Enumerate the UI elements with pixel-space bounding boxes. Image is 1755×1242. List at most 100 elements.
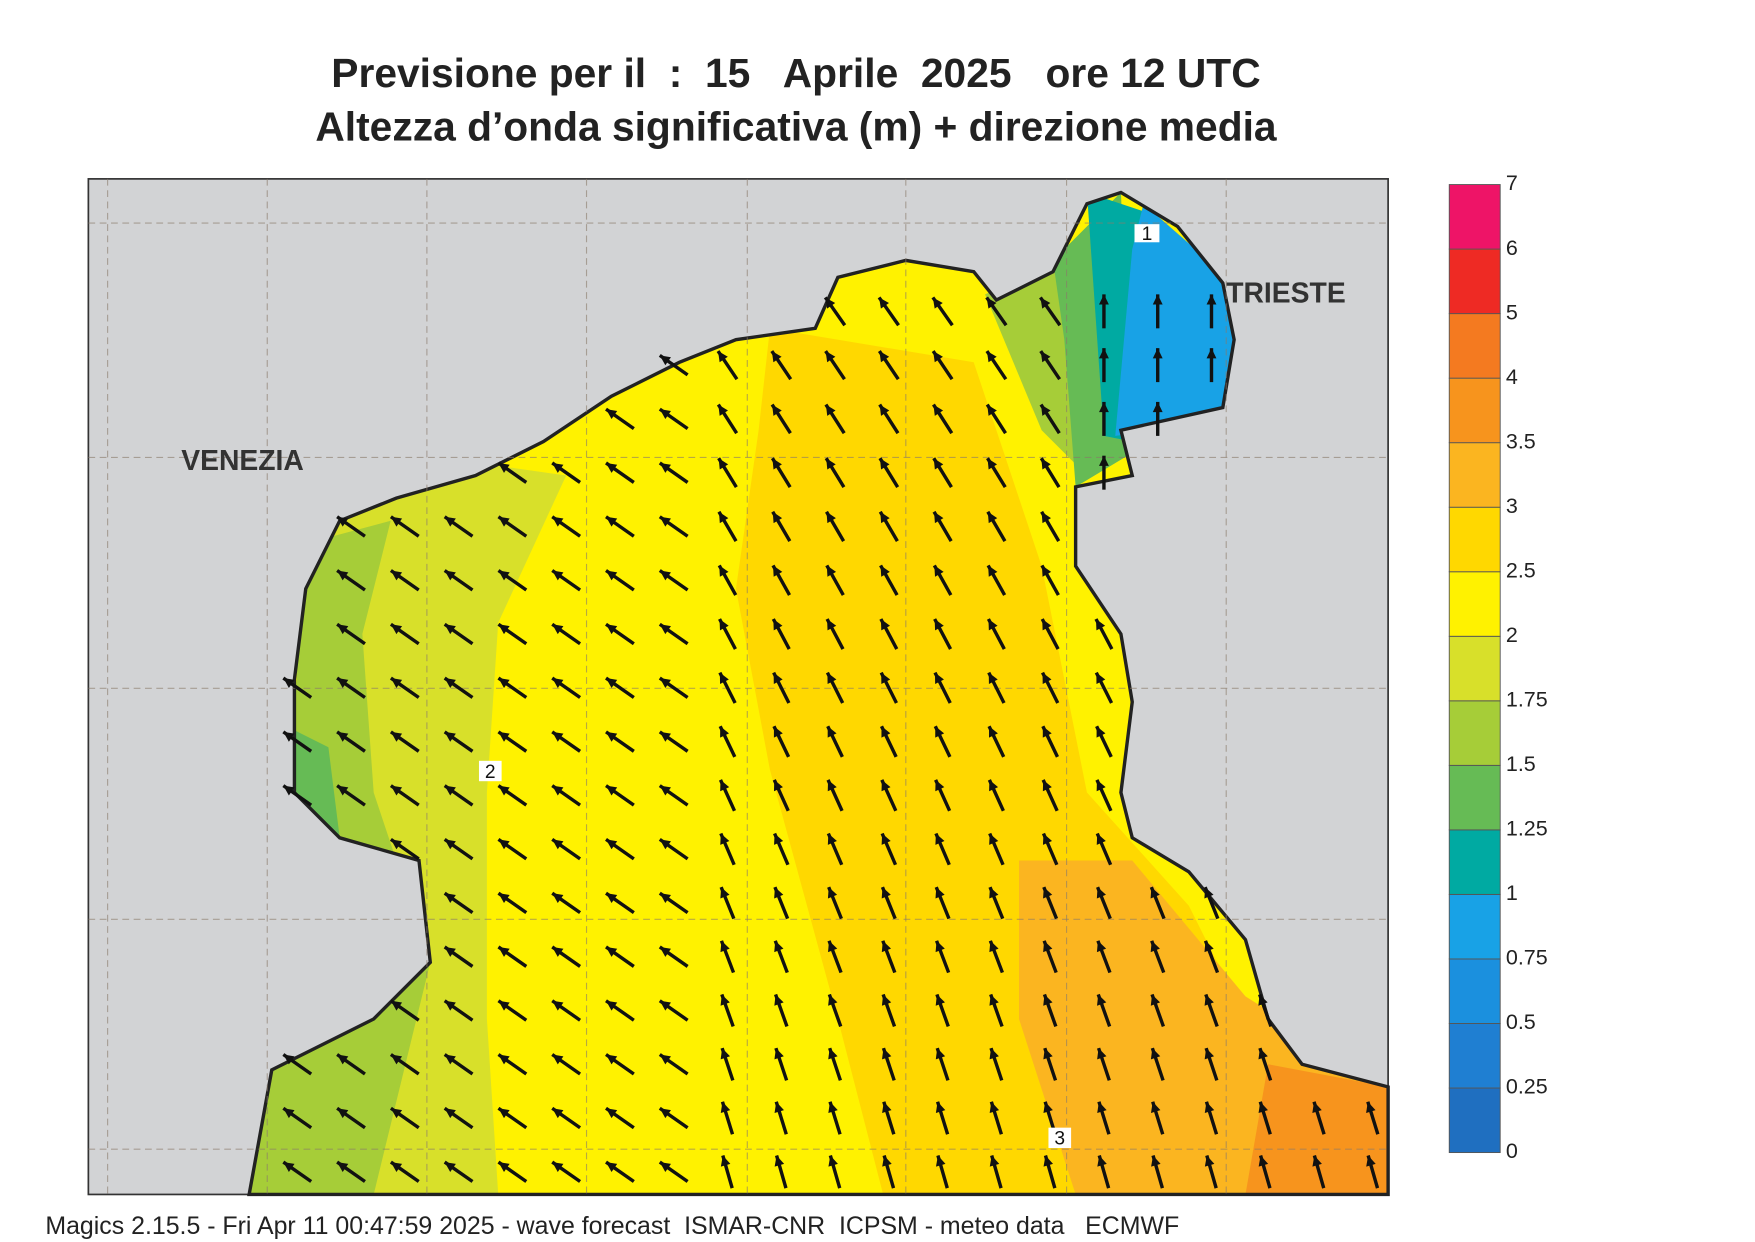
arrow-head	[774, 1101, 784, 1113]
contour-label: 1	[1134, 224, 1160, 245]
arrow-head	[1099, 401, 1109, 413]
colorbar-box	[1448, 893, 1501, 960]
arrow-head	[1097, 1048, 1107, 1060]
arrow-head	[552, 839, 564, 850]
arrow-head	[935, 887, 945, 899]
arrow-head	[773, 565, 783, 577]
arrow-head	[828, 994, 838, 1006]
arrow-head	[606, 1162, 618, 1172]
arrow-head	[828, 1101, 838, 1113]
arrow-head	[1150, 994, 1161, 1006]
arrow-head	[882, 1155, 892, 1167]
colorbar-tick-label: 3	[1506, 494, 1518, 518]
arrow-head	[1040, 351, 1051, 363]
arrow-head	[498, 1054, 510, 1065]
arrow-head	[882, 1048, 892, 1060]
colorbar-box	[1448, 700, 1501, 766]
colorbar-box	[1448, 248, 1501, 315]
contour-label-text: 3	[1054, 1129, 1065, 1150]
colorbar-tick-label: 0	[1506, 1139, 1518, 1163]
arrow-head	[283, 785, 295, 796]
arrow-head	[552, 570, 564, 581]
colorbar-tick-label: 4	[1506, 365, 1518, 389]
arrow-head	[444, 570, 456, 581]
arrow-head	[935, 833, 945, 845]
colorbar-box	[1448, 764, 1501, 831]
arrow-head	[825, 404, 836, 416]
arrow-head	[772, 511, 783, 524]
arrow-head	[880, 565, 890, 577]
arrow-head	[720, 833, 730, 845]
arrow-head	[444, 893, 456, 904]
arrow-head	[1043, 1048, 1053, 1060]
arrow-head	[606, 731, 618, 742]
arrow-head	[1151, 1155, 1161, 1167]
arrow-head	[659, 1000, 671, 1011]
arrow-head	[444, 1108, 456, 1119]
arrow-head	[774, 1048, 784, 1060]
arrow-head	[1258, 1155, 1269, 1167]
field-25	[735, 328, 1389, 1195]
arrow-head	[1096, 940, 1107, 953]
arrow-head	[1042, 619, 1052, 631]
arrow-head	[989, 940, 999, 953]
arrow-head	[659, 678, 671, 688]
arrow-head	[659, 1108, 671, 1119]
colorbar-box	[1448, 829, 1501, 895]
arrow-head	[771, 351, 782, 363]
arrow-head	[934, 619, 944, 631]
arrow-head	[283, 1162, 295, 1172]
colorbar: 0 0.25 0.5 0.75 1 1.25 1.5 1.75 2 2.5 3 3.5 4 5 6 7	[1448, 171, 1548, 1163]
arrow-head	[337, 1054, 349, 1065]
arrow-head	[659, 516, 671, 527]
arrow-head	[606, 516, 618, 527]
arrow-head	[935, 779, 945, 792]
arrow-head	[283, 731, 295, 742]
arrow-head	[881, 779, 891, 792]
title: Previsione per il : 15 Aprile 2025 ore 1…	[331, 50, 1260, 96]
arrow-head	[772, 404, 782, 416]
arrow-head	[1152, 401, 1163, 413]
arrow-head	[498, 731, 510, 742]
arrow-head	[825, 297, 836, 309]
arrow-head	[774, 940, 784, 953]
arrow-head	[986, 297, 997, 309]
colorbar-box	[1448, 442, 1501, 508]
arrow-head	[283, 1054, 295, 1065]
arrow-head	[989, 1101, 1000, 1113]
arrow-head	[933, 404, 944, 416]
arrow-head	[1099, 348, 1109, 359]
arrow-head	[932, 297, 943, 309]
arrow-head	[1366, 1155, 1376, 1167]
arrow-head	[773, 672, 783, 684]
arrow-head	[606, 409, 618, 420]
arrow-head	[879, 297, 889, 309]
arrow-head	[879, 351, 890, 363]
arrow-head	[719, 672, 729, 684]
arrow-head	[1043, 1101, 1053, 1113]
arrow-head	[989, 726, 998, 738]
arrow-head	[720, 726, 730, 738]
arrow-head	[718, 404, 728, 416]
arrow-head	[1204, 940, 1214, 953]
arrow-head	[1206, 294, 1217, 305]
arrow-head	[987, 404, 997, 416]
arrow-head	[828, 940, 838, 953]
arrow-head	[1043, 994, 1053, 1006]
arrow-head	[881, 994, 892, 1006]
arrow-head	[1206, 348, 1217, 359]
arrow-head	[390, 1162, 403, 1172]
arrow-head	[1097, 1155, 1107, 1167]
arrow-head	[989, 1048, 999, 1060]
arrow-head	[1258, 1101, 1268, 1113]
arrow-head	[337, 785, 349, 796]
arrow-head	[1096, 726, 1106, 738]
arrow-head	[659, 462, 671, 473]
arrow-head	[498, 893, 510, 904]
arrow-head	[659, 1162, 671, 1172]
graticule	[88, 178, 1389, 1195]
arrow-head	[659, 731, 671, 742]
arrow-head	[552, 1162, 564, 1172]
arrow-head	[987, 458, 998, 470]
arrow-head	[827, 672, 837, 684]
